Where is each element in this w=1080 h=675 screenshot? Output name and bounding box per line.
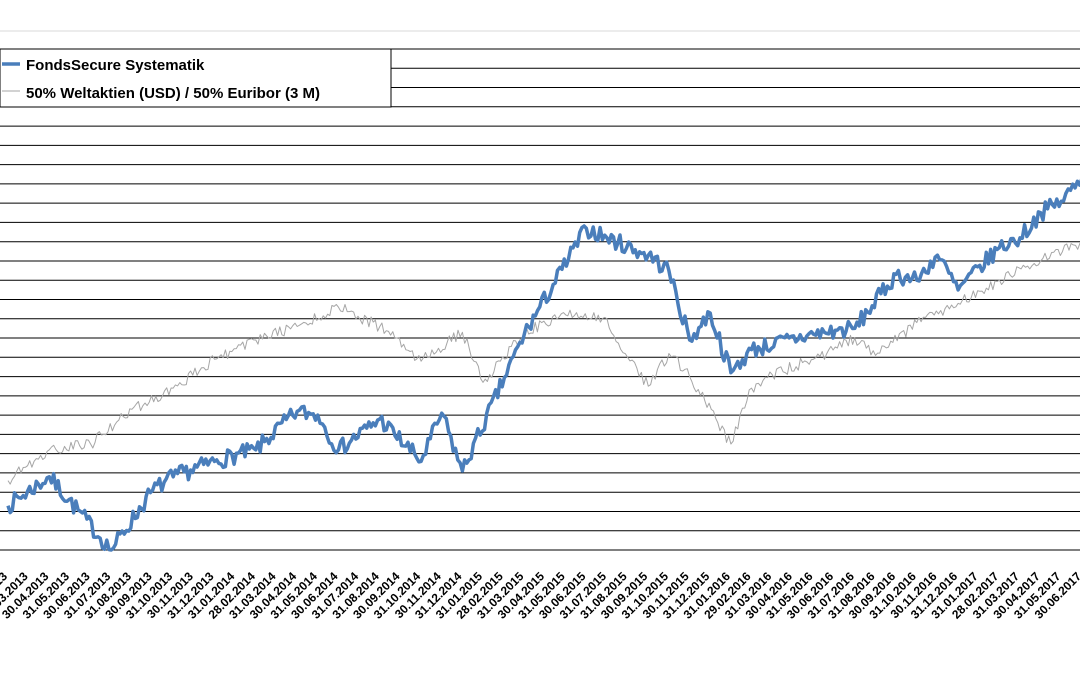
gridlines <box>0 48 1080 551</box>
series-layer <box>6 178 1080 552</box>
legend-label-fund: FondsSecure Systematik <box>26 57 205 74</box>
series-line-benchmark <box>7 242 1080 485</box>
x-axis-tick-labels: 28.02.201331.03.201330.04.201331.05.2013… <box>0 569 1080 622</box>
legend-box <box>0 48 392 108</box>
series-line-fund <box>6 178 1080 552</box>
legend: FondsSecure Systematik 50% Weltaktien (U… <box>0 48 392 108</box>
legend-label-benchmark: 50% Weltaktien (USD) / 50% Euribor (3 M) <box>26 85 320 102</box>
